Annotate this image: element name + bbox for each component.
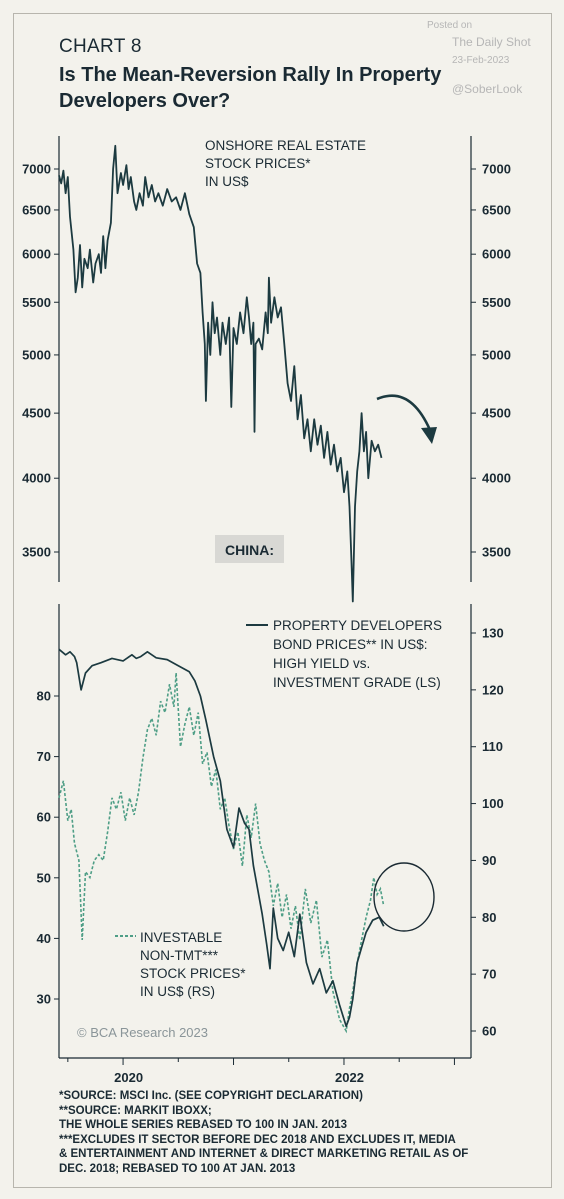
- bottom-left-tick-label: 30: [37, 992, 51, 1007]
- top-left-tick-label: 5000: [22, 347, 51, 362]
- bottom-right-tick-label: 130: [482, 626, 504, 641]
- footnote-line: THE WHOLE SERIES REBASED TO 100 IN JAN. …: [59, 1119, 348, 1131]
- footnote-line: & ENTERTAINMENT AND INTERNET & DIRECT MA…: [59, 1148, 469, 1160]
- top-left-tick-label: 6000: [22, 247, 51, 262]
- top-right-tick-label: 5500: [482, 295, 511, 310]
- top-left-tick-label: 4000: [22, 471, 51, 486]
- top-panel: 3500 3500 4000 4000 4500 4500 5000 5000 5500 5500…: [22, 136, 511, 603]
- bottom-left-tick-label: 80: [37, 689, 51, 704]
- footnote-line: *SOURCE: MSCI Inc. (SEE COPYRIGHT DECLAR…: [59, 1090, 363, 1102]
- bottom-panel: 30 40 50 60 70 80 60 70 80 90 100 110 120 130 2020 2022…: [37, 604, 504, 1085]
- rs-annotation-line: INVESTABLE: [140, 930, 222, 945]
- top-annotation-line: IN US$: [205, 174, 249, 189]
- chart-title: Is The Mean-Reversion Rally In Property …: [59, 64, 442, 112]
- top-left-tick-label: 4500: [22, 406, 51, 421]
- rs-annotation-line: NON-TMT***: [140, 948, 219, 963]
- ls-annotation-line: BOND PRICES** IN US$:: [273, 637, 428, 652]
- china-label-box: [215, 535, 284, 563]
- chart-frame: [13, 13, 552, 1188]
- bottom-right-tick-label: 60: [482, 1024, 496, 1039]
- top-right-tick-label: 3500: [482, 545, 511, 560]
- x-tick-label: 2020: [114, 1070, 143, 1085]
- ls-annotation-line: INVESTMENT GRADE (LS): [273, 675, 441, 690]
- top-right-tick-label: 4000: [482, 471, 511, 486]
- top-annotation-line: ONSHORE REAL ESTATE: [205, 138, 366, 153]
- bottom-left-tick-label: 40: [37, 931, 51, 946]
- highlight-ellipse: [373, 862, 435, 932]
- top-right-tick-label: 6000: [482, 247, 511, 262]
- bottom-right-tick-label: 70: [482, 967, 496, 982]
- china-label: CHINA:: [225, 542, 274, 558]
- top-left-tick-label: 6500: [22, 202, 51, 217]
- footnote-line: DEC. 2018; REBASED TO 100 AT JAN. 2013: [59, 1162, 296, 1175]
- bottom-left-tick-label: 50: [37, 870, 51, 885]
- top-right-tick-label: 4500: [482, 406, 511, 421]
- watermark-source: The Daily Shot: [452, 35, 531, 49]
- investable-non-tmt-line: [58, 672, 385, 1034]
- bottom-right-tick-label: 80: [482, 910, 496, 925]
- top-left-tick-label: 7000: [22, 162, 51, 177]
- onshore-real-estate-line: [58, 144, 383, 603]
- down-arrow-curve: [376, 394, 432, 431]
- watermark-handle: @SoberLook: [452, 82, 523, 96]
- x-tick-label: 2022: [335, 1070, 364, 1085]
- top-annotation-line: STOCK PRICES*: [205, 156, 311, 171]
- watermark-date: 23-Feb-2023: [452, 55, 510, 66]
- top-right-tick-label: 7000: [482, 162, 511, 177]
- top-right-tick-label: 5000: [482, 347, 511, 362]
- property-bond-prices-line: [58, 648, 385, 1028]
- footnote-line: ***EXCLUDES IT SECTOR BEFORE DEC 2018 AN…: [59, 1133, 456, 1146]
- bottom-left-tick-label: 60: [37, 810, 51, 825]
- ls-annotation-line: PROPERTY DEVELOPERS: [273, 618, 442, 633]
- footnote-line: **SOURCE: MARKIT IBOXX;: [59, 1104, 212, 1117]
- bottom-right-tick-label: 100: [482, 796, 504, 811]
- bottom-right-tick-label: 90: [482, 853, 496, 868]
- bottom-right-tick-label: 120: [482, 682, 504, 697]
- down-arrow-head: [421, 427, 437, 444]
- ls-annotation-line: HIGH YIELD vs.: [273, 656, 370, 671]
- rs-annotation-line: IN US$ (RS): [140, 984, 215, 999]
- watermark-posted: Posted on: [427, 20, 473, 31]
- bottom-left-tick-label: 70: [37, 749, 51, 764]
- top-right-tick-label: 6500: [482, 202, 511, 217]
- top-left-tick-label: 3500: [22, 545, 51, 560]
- chart-number: CHART 8: [59, 36, 142, 57]
- rs-annotation-line: STOCK PRICES*: [140, 966, 246, 981]
- top-left-tick-label: 5500: [22, 295, 51, 310]
- copyright-label: © BCA Research 2023: [77, 1025, 208, 1040]
- bottom-right-tick-label: 110: [482, 739, 503, 754]
- footnotes: *SOURCE: MSCI Inc. (SEE COPYRIGHT DECLAR…: [59, 1089, 539, 1176]
